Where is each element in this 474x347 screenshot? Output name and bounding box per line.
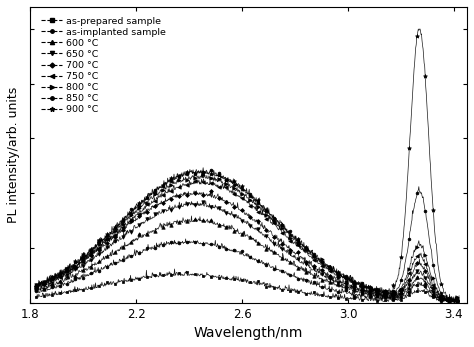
X-axis label: Wavelength/nm: Wavelength/nm bbox=[194, 326, 303, 340]
Legend: as-prepared sample, as-implanted sample, 600 °C, 650 °C, 700 °C, 750 °C, 800 °C,: as-prepared sample, as-implanted sample,… bbox=[39, 15, 168, 116]
Y-axis label: PL intensity/arb. units: PL intensity/arb. units bbox=[7, 87, 20, 223]
